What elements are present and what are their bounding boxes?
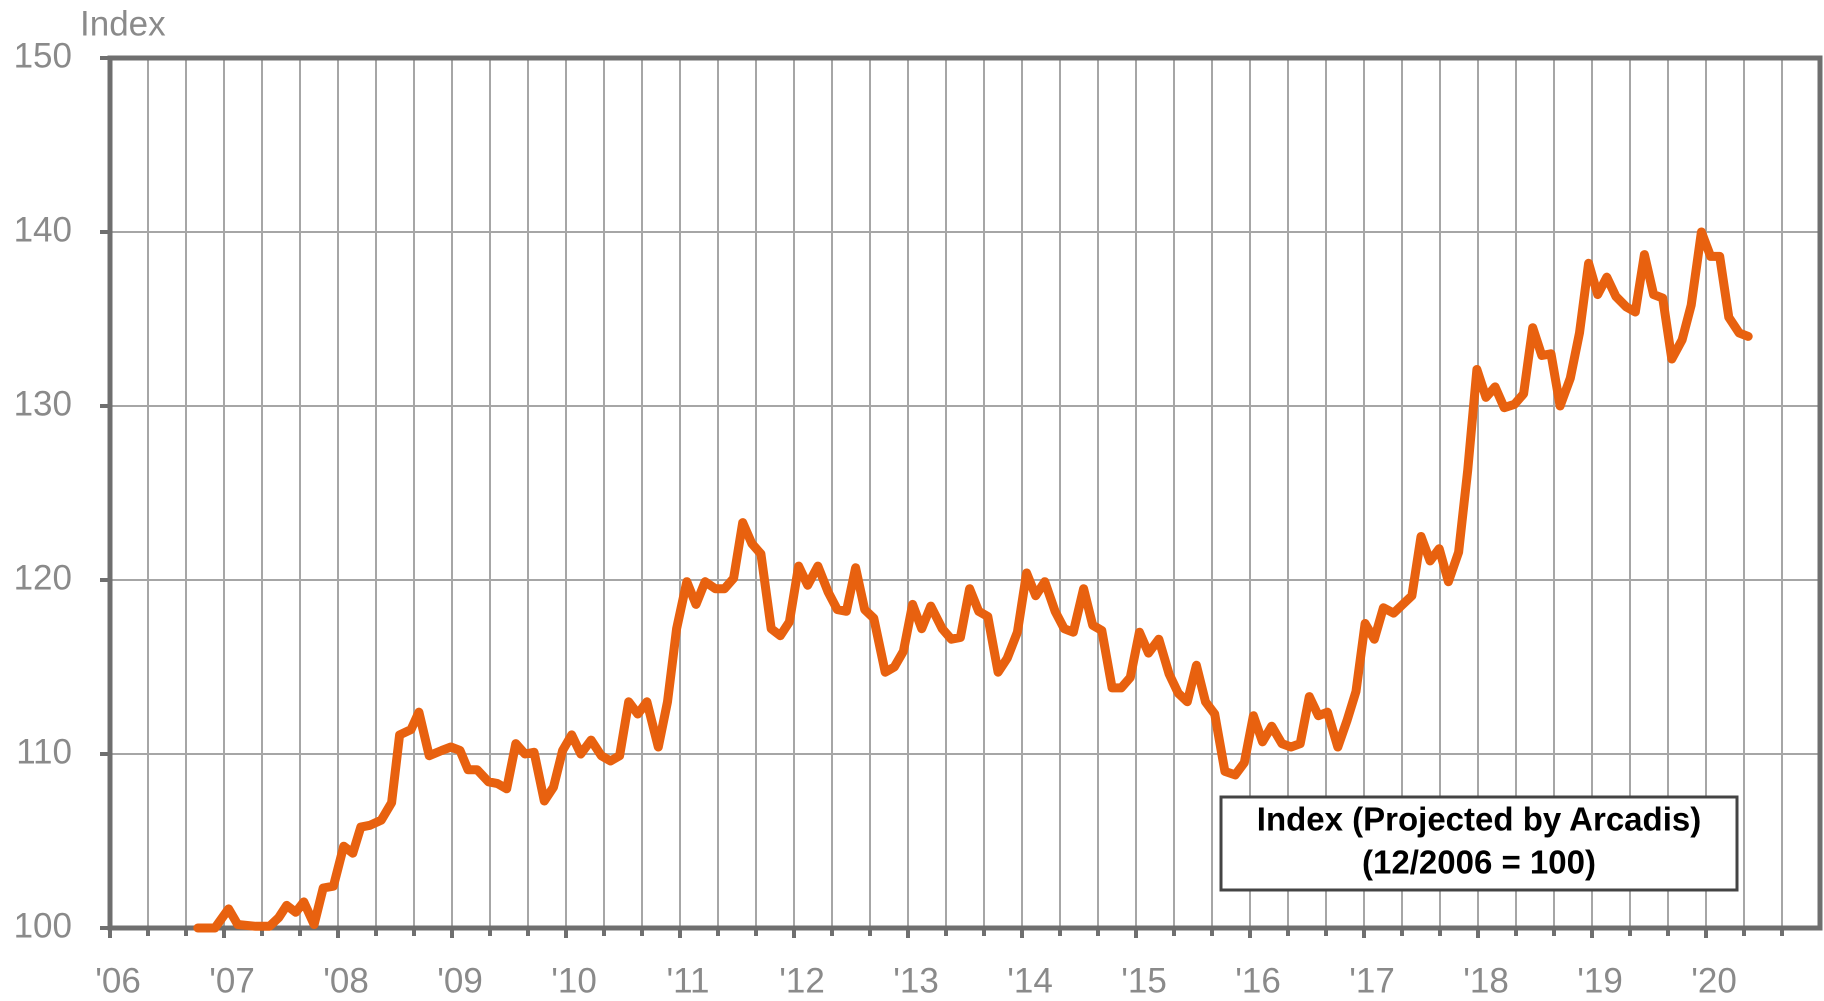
annotation-box — [1219, 795, 1739, 892]
y-tick-label: 100 — [14, 906, 72, 945]
y-axis-label: Index — [80, 4, 166, 43]
x-tick-label: '12 — [779, 961, 825, 1000]
data-line — [193, 227, 1753, 933]
x-tick-label: '09 — [437, 961, 483, 1000]
y-tick-label: 120 — [14, 558, 72, 597]
x-tick-label: '06 — [95, 961, 141, 1000]
x-tick-label: '08 — [323, 961, 369, 1000]
x-tick-label: '16 — [1235, 961, 1281, 1000]
y-tick-label: 130 — [14, 384, 72, 423]
annotation-text: Index (Projected by Arcadis) — [1257, 801, 1701, 838]
x-tick-label: '07 — [209, 961, 255, 1000]
x-tick-label: '10 — [551, 961, 597, 1000]
x-tick-label: '15 — [1121, 961, 1167, 1000]
plot-frame — [107, 55, 1823, 931]
annotation: Index (Projected by Arcadis) (12/2006 = 1… — [1219, 795, 1739, 892]
annotation-text: (12/2006 = 100) — [1362, 844, 1596, 881]
x-tick-label: '11 — [666, 961, 709, 1000]
y-tick-label: 140 — [14, 210, 72, 249]
x-tick-label: '19 — [1577, 961, 1623, 1000]
x-tick-label: '17 — [1349, 961, 1395, 1000]
x-tick-label: '13 — [893, 961, 939, 1000]
x-tick-label: '20 — [1691, 961, 1737, 1000]
x-tick-label: '18 — [1463, 961, 1509, 1000]
y-tick-label: 150 — [14, 36, 72, 75]
y-tick-label: 110 — [16, 732, 72, 771]
x-tick-label: '14 — [1007, 961, 1053, 1000]
